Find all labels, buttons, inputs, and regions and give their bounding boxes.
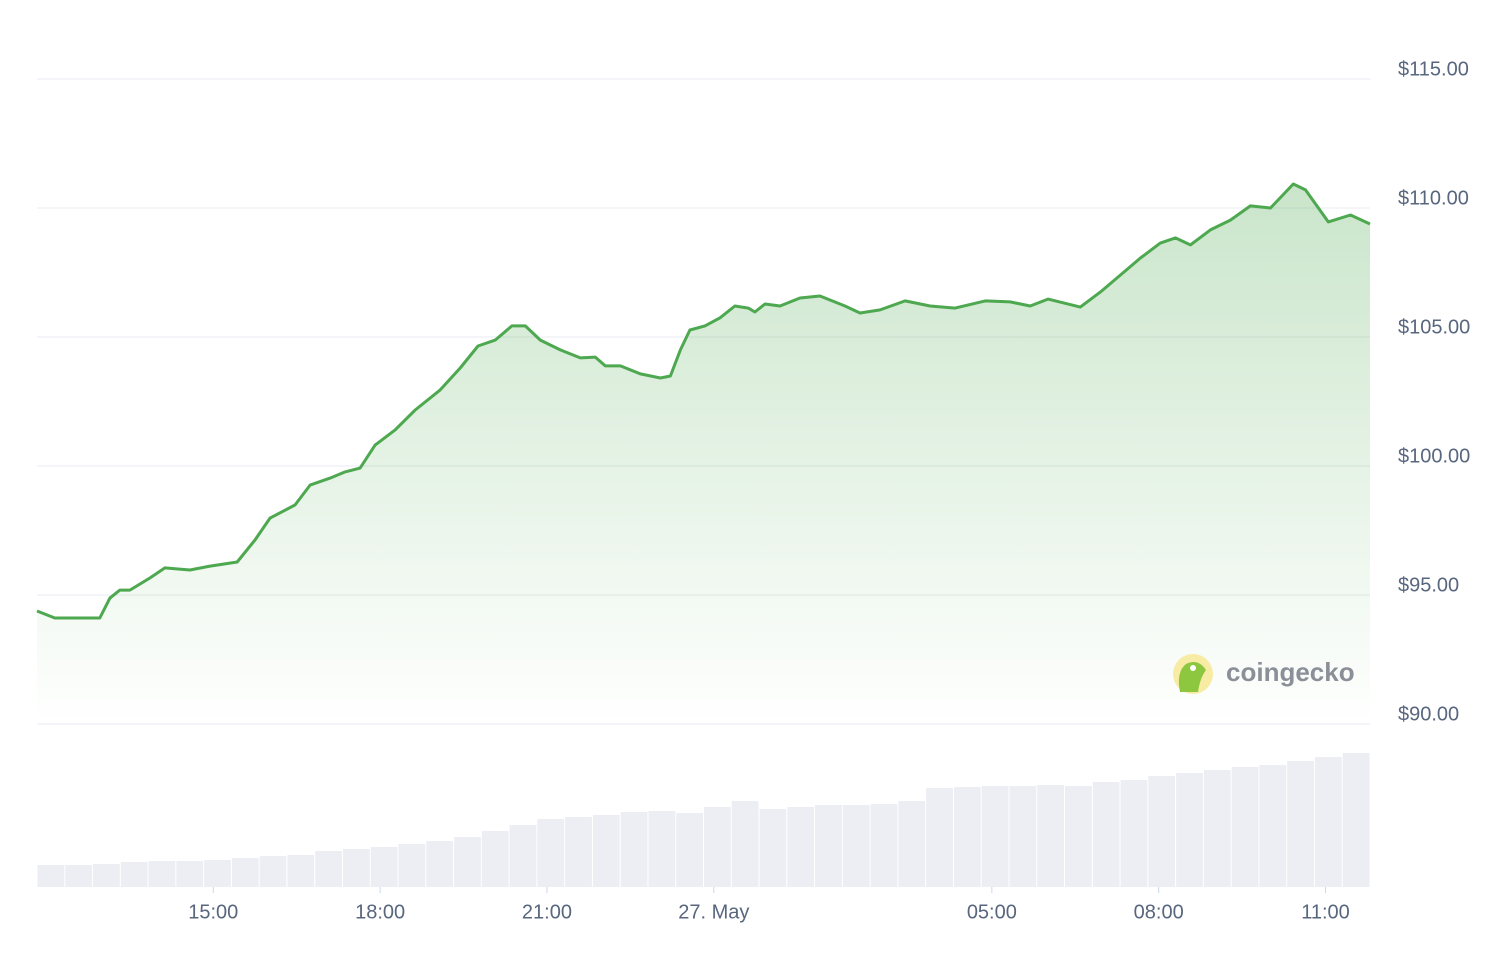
volume-bar	[93, 864, 120, 887]
volume	[37, 753, 1370, 887]
volume-bar	[787, 807, 815, 887]
x-tick-label: 08:00	[1134, 901, 1184, 923]
x-tick-label: 05:00	[967, 901, 1017, 923]
y-tick-label: $90.00	[1398, 703, 1459, 725]
logo-eye	[1190, 665, 1196, 671]
volume-bar	[1009, 786, 1037, 887]
volume-bar	[1176, 773, 1203, 887]
volume-bar	[676, 813, 703, 887]
volume-bar	[592, 815, 620, 887]
volume-bar	[1120, 780, 1148, 887]
volume-bar	[898, 801, 926, 887]
volume-bar	[426, 841, 454, 887]
x-tick-label: 11:00	[1301, 901, 1350, 923]
y-tick-label: $110.00	[1398, 187, 1469, 209]
volume-bar	[231, 858, 259, 887]
y-tick-label: $115.00	[1398, 58, 1469, 80]
volume-bar	[342, 849, 370, 887]
watermark-text: coingecko	[1226, 657, 1355, 687]
volume-bar	[1314, 757, 1342, 887]
volume-bar	[1342, 753, 1370, 887]
y-tick-label: $95.00	[1398, 574, 1459, 596]
volume-bar	[1092, 782, 1120, 887]
volume-bar	[981, 786, 1009, 887]
volume-bar	[870, 804, 898, 887]
volume-bar	[315, 851, 342, 887]
volume-bar	[565, 817, 592, 887]
volume-bar	[370, 847, 398, 887]
volume-bar	[509, 825, 537, 887]
y-tick-label: $105.00	[1398, 316, 1470, 338]
volume-bar	[815, 805, 842, 887]
volume-bar	[648, 811, 676, 887]
volume-bar	[759, 809, 787, 887]
volume-bar	[1148, 776, 1176, 887]
volume-bar	[953, 787, 981, 887]
volume-bar	[1203, 770, 1231, 887]
logo-body	[1178, 662, 1206, 692]
volume-bar	[259, 856, 287, 887]
volume-bar	[120, 862, 148, 887]
volume-bar	[1287, 761, 1314, 887]
axes: $90.00 $95.00 $100.00 $105.00 $110.00 $115.00…	[188, 58, 1470, 923]
volume-bar	[398, 844, 426, 887]
volume-bar	[37, 865, 65, 887]
x-tick-label: 15:00	[188, 901, 238, 923]
volume-bar	[148, 861, 176, 887]
y-tick-label: $100.00	[1398, 445, 1470, 467]
volume-bar	[481, 831, 509, 887]
volume-bar	[704, 807, 731, 887]
volume-bar	[537, 819, 565, 887]
watermark: coingecko	[1173, 654, 1355, 694]
volume-bar	[842, 805, 870, 887]
volume-bar	[1231, 767, 1259, 887]
price-area	[37, 184, 1370, 724]
volume-bar	[1065, 786, 1092, 887]
volume-bar	[620, 812, 648, 887]
x-tick-label: 18:00	[355, 901, 405, 923]
volume-bar	[65, 865, 93, 887]
plot	[36, 182, 1371, 724]
volume-bar	[926, 788, 953, 887]
volume-bar	[176, 861, 204, 887]
volume-bar	[454, 837, 481, 887]
volume-bar	[204, 860, 231, 887]
x-tick-label: 27. May	[678, 901, 749, 923]
volume-bar	[287, 855, 315, 887]
volume-bar	[731, 801, 759, 887]
x-tick-label: 21:00	[522, 901, 572, 923]
price-line	[36, 182, 1371, 620]
volume-bar	[1259, 765, 1287, 887]
volume-bar	[1037, 785, 1065, 887]
